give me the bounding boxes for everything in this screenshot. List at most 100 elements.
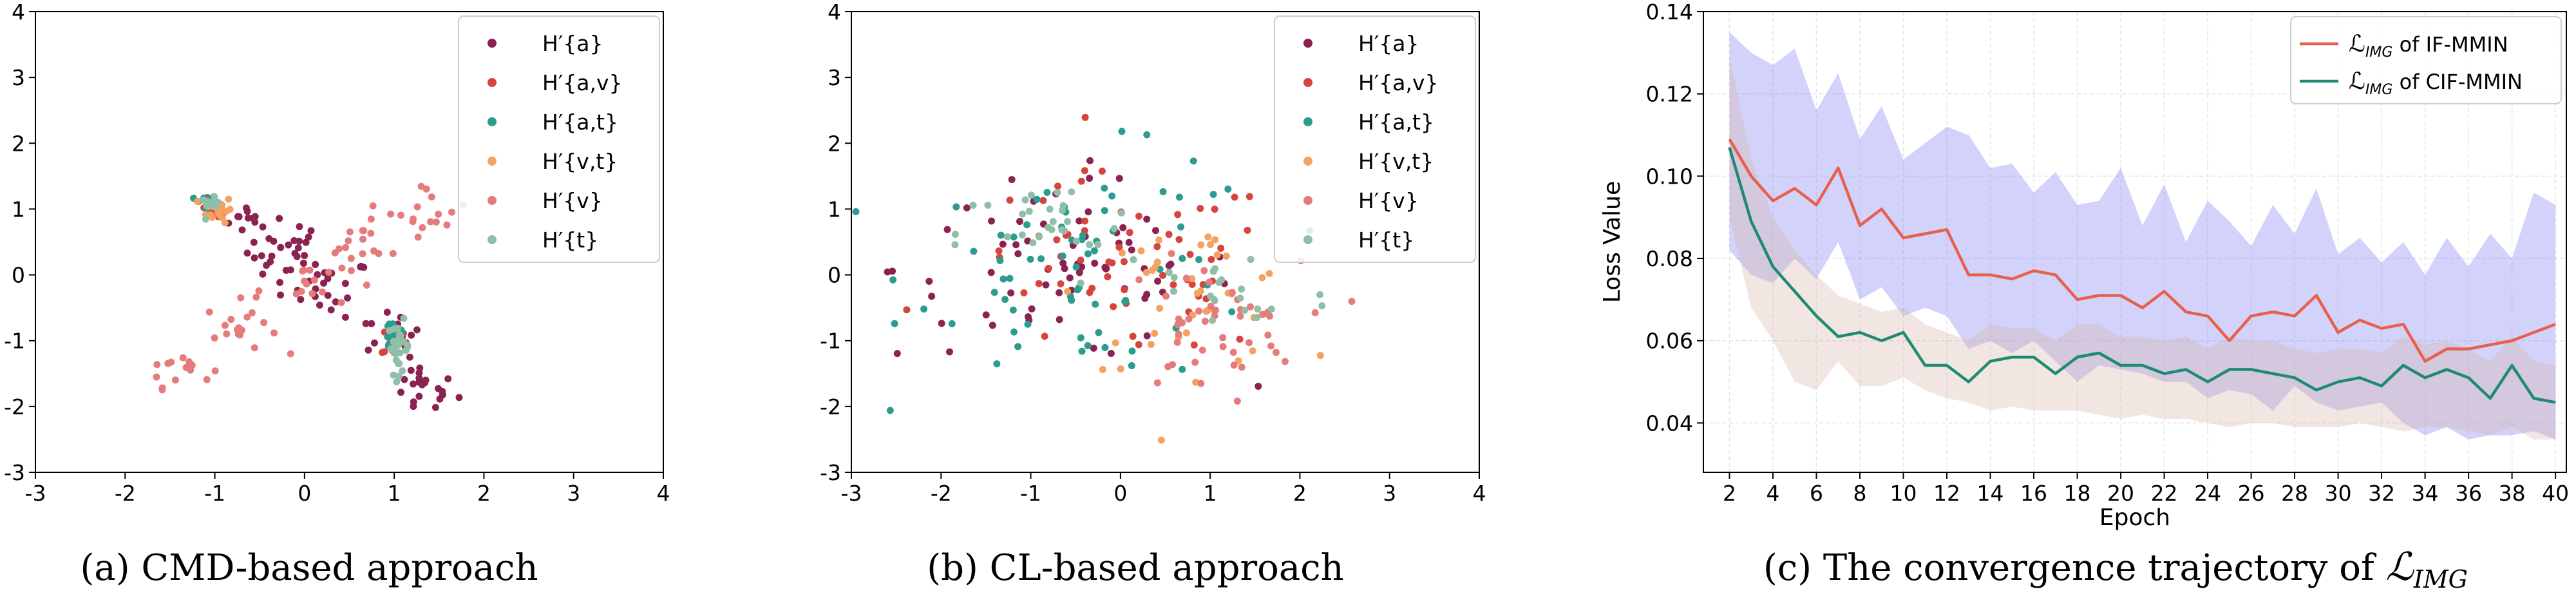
scatter-point <box>260 319 268 327</box>
scatter-point <box>1135 212 1143 220</box>
scatter-point <box>1211 236 1219 244</box>
scatter-point <box>1141 294 1149 302</box>
scatter-point <box>1155 236 1163 244</box>
scatter-point <box>1156 304 1164 312</box>
scatter-point <box>1174 211 1182 218</box>
scatter-point <box>903 306 911 314</box>
scatter-point <box>928 293 936 300</box>
scatter-point <box>419 224 426 231</box>
scatter-point <box>1024 320 1032 328</box>
scatter-point <box>1059 259 1067 267</box>
caption-script-l: ℒ <box>2385 544 2414 590</box>
scatter-point <box>1245 193 1253 200</box>
scatter-point <box>320 279 328 287</box>
scatter-point <box>1316 352 1324 360</box>
scatter-point <box>1348 298 1356 305</box>
scatter-point <box>428 193 435 201</box>
scatter-point <box>996 256 1004 264</box>
scatter-point <box>448 208 455 216</box>
scatter-point <box>987 269 995 276</box>
scatter-point <box>1206 278 1213 286</box>
scatter-point <box>182 363 190 371</box>
legend-label: H′{v} <box>1358 188 1419 213</box>
series-line-cif-mmin <box>1728 147 2556 404</box>
scatter-point <box>1142 269 1150 276</box>
scatter-point <box>1266 313 1274 320</box>
y-axis-label: Loss Value <box>1599 181 1625 303</box>
scatter-point <box>386 320 393 328</box>
scatter-point <box>1081 217 1089 225</box>
legend-script-l: ℒ <box>2349 31 2365 57</box>
scatter-point <box>1147 341 1155 349</box>
scatter-point <box>1212 306 1220 314</box>
scatter-point <box>1064 287 1072 295</box>
caption: (a) CMD-based approach <box>80 547 538 589</box>
scatter-point <box>252 293 260 301</box>
scatter-point <box>952 203 960 211</box>
legend-label: ℒIMG of IF-MMIN <box>2349 31 2508 61</box>
scatter-point <box>297 296 305 304</box>
scatter-point <box>999 240 1007 248</box>
scatter-point <box>1016 218 1024 226</box>
scatter-point <box>1264 331 1272 339</box>
scatter-point <box>889 276 897 284</box>
scatter-point <box>1168 249 1175 257</box>
scatter-point <box>938 320 945 327</box>
scatter-point <box>346 228 354 236</box>
scatter-point <box>1041 332 1048 340</box>
scatter-point <box>1119 224 1127 231</box>
y-tick-label: 4 <box>828 0 841 24</box>
scatter-point <box>1108 192 1116 200</box>
scatter-point <box>1236 335 1244 343</box>
scatter-point <box>1164 363 1172 371</box>
legend-label: H′{a} <box>1358 31 1419 56</box>
scatter-point <box>369 202 377 210</box>
scatter-point <box>1077 177 1085 185</box>
scatter-point <box>1207 302 1215 310</box>
caption: (b) CL-based approach <box>927 547 1343 589</box>
scatter-point <box>310 276 318 284</box>
scatter-point <box>383 309 391 316</box>
x-tick-label: -3 <box>841 481 862 506</box>
scatter-point <box>1108 259 1116 267</box>
scatter-point <box>395 372 402 380</box>
x-tick-label: 4 <box>1473 481 1486 506</box>
scatter-point <box>963 204 971 212</box>
scatter-point <box>1090 247 1098 255</box>
scatter-point <box>920 305 928 313</box>
legend-marker <box>1303 39 1312 48</box>
scatter-point <box>1054 189 1061 197</box>
scatter-point <box>943 226 951 233</box>
scatter-point <box>1077 256 1084 264</box>
scatter-point <box>1037 255 1045 263</box>
scatter-point <box>945 348 953 356</box>
scatter-point <box>1170 281 1177 289</box>
x-tick-label: 3 <box>567 481 580 506</box>
scatter-point <box>443 221 451 229</box>
scatter-point <box>1245 339 1253 347</box>
scatter-point <box>341 313 349 321</box>
scatter-point <box>370 339 378 347</box>
scatter-point <box>221 219 229 227</box>
scatter-point <box>1195 307 1203 315</box>
legend-suffix: of IF-MMIN <box>2392 32 2508 57</box>
scatter-point <box>1211 265 1219 273</box>
scatter-point <box>1088 284 1096 292</box>
legend-marker <box>488 78 497 87</box>
scatter-point <box>338 264 346 272</box>
scatter-point <box>225 195 232 203</box>
scatter-point <box>970 247 978 255</box>
scatter-point <box>200 196 207 204</box>
scatter-point <box>389 332 397 340</box>
scatter-point <box>347 267 355 275</box>
scatter-point <box>1197 204 1204 212</box>
scatter-point <box>1045 224 1052 231</box>
x-tick-label: 0 <box>1113 481 1127 506</box>
scatter-point <box>365 346 372 354</box>
y-tick-label: 1 <box>12 197 25 222</box>
scatter-point <box>1121 286 1128 294</box>
caption-subscript: IMG <box>2413 565 2468 593</box>
scatter-point <box>251 213 259 220</box>
scatter-point <box>1188 275 1196 282</box>
scatter-point <box>1175 331 1182 338</box>
